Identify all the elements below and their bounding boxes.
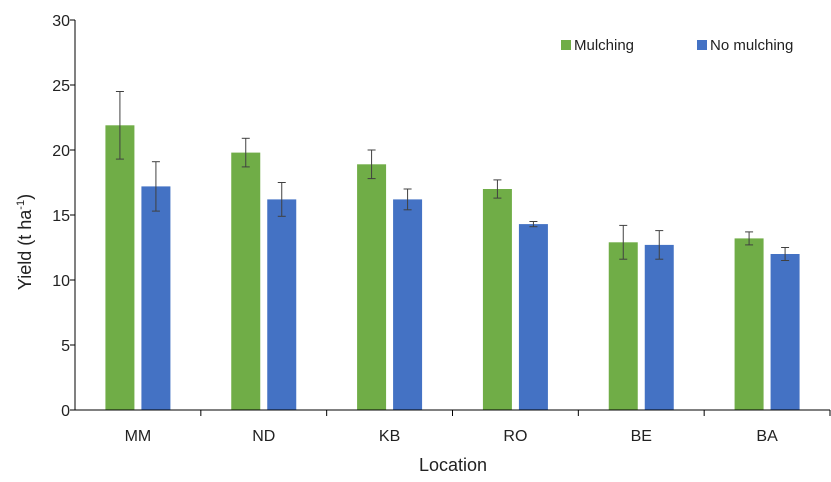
x-tick-label: KB (379, 428, 400, 445)
y-tick-label: 10 (52, 273, 70, 290)
x-tick-label: BE (631, 428, 652, 445)
legend-swatch-no-mulching (697, 40, 707, 50)
y-tick-label: 25 (52, 78, 70, 95)
bar-no-mulching-ro (518, 224, 548, 410)
x-axis-title: Location (419, 455, 487, 475)
x-tick-label: MM (125, 428, 152, 445)
bars (105, 125, 800, 411)
x-tick-label: ND (252, 428, 275, 445)
error-bars (115, 91, 790, 261)
y-tick-label: 5 (61, 338, 70, 355)
y-tick-label: 15 (52, 208, 70, 225)
bar-no-mulching-ba (770, 254, 800, 410)
bar-no-mulching-mm (141, 186, 171, 410)
bar-mulching-mm (105, 125, 135, 411)
y-tick-label: 30 (52, 13, 70, 30)
bar-no-mulching-be (644, 244, 674, 410)
bar-mulching-kb (357, 164, 387, 410)
bar-mulching-nd (231, 152, 261, 410)
x-axis-ticks: MM ND KB RO BE BA (125, 410, 831, 445)
legend-label-no-mulching: No mulching (710, 37, 793, 54)
legend-swatch-mulching (561, 40, 571, 50)
bar-mulching-ro (482, 189, 512, 410)
x-tick-label: RO (503, 428, 527, 445)
legend: Mulching No mulching (561, 37, 793, 54)
bar-mulching-ba (734, 238, 764, 410)
y-axis-ticks: 0 5 10 15 20 25 30 (52, 13, 75, 420)
x-tick-label: BA (756, 428, 778, 445)
legend-label-mulching: Mulching (574, 37, 634, 54)
y-tick-label: 20 (52, 143, 70, 160)
bar-mulching-be (608, 242, 638, 410)
bar-no-mulching-nd (267, 199, 297, 410)
bar-no-mulching-kb (393, 199, 423, 410)
y-axis-title: Yield (t ha-1) (15, 194, 35, 290)
y-tick-label: 0 (61, 403, 70, 420)
